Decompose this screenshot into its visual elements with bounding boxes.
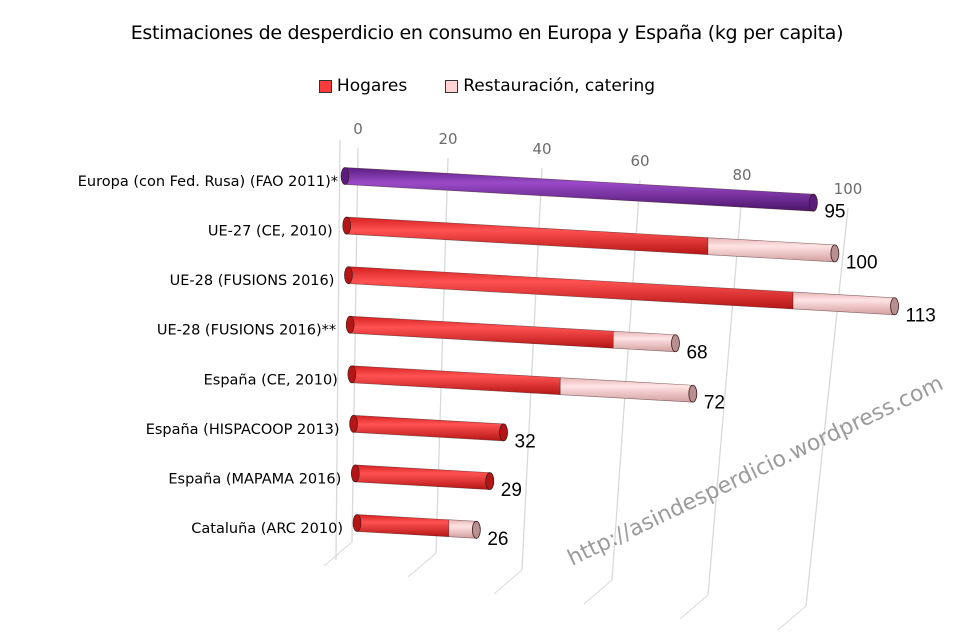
bar-end-cap [671, 334, 680, 353]
category-label: España (HISPACOOP 2013) [146, 422, 340, 438]
x-tick-label: 40 [532, 140, 551, 158]
category-label: UE-28 (FUSIONS 2016) [170, 273, 335, 289]
bar-segment-hogares [351, 365, 561, 395]
gridline-floor [679, 594, 709, 620]
data-label: 113 [906, 305, 936, 326]
bar-start-cap [344, 266, 353, 284]
bars [340, 167, 899, 539]
x-axis-ticks: 0 20 40 60 80 100 [353, 120, 862, 198]
bar-end-cap [471, 520, 481, 539]
legend-label-hogares: Hogares [336, 76, 408, 96]
axis-line [335, 139, 341, 561]
category-label: España (MAPAMA 2016) [168, 471, 341, 487]
bar-segment-hogares [349, 315, 614, 349]
chart-title: Estimaciones de desperdicio en consumo e… [130, 22, 844, 44]
category-label: UE-27 (CE, 2010) [208, 224, 333, 240]
bar-segment-hogares [353, 415, 504, 442]
legend: Hogares Restauración, catering [0, 76, 974, 96]
bar-start-cap [345, 315, 355, 334]
x-tick-label: 60 [630, 152, 649, 170]
category-label: Europa (con Fed. Rusa) (FAO 2011)* [78, 174, 338, 190]
category-label: UE-28 (FUSIONS 2016)** [157, 323, 336, 339]
bar-end-cap [688, 384, 698, 403]
x-tick-label: 100 [834, 180, 863, 198]
bar-end-cap [485, 472, 495, 490]
gridline-floor [323, 541, 353, 567]
gridline-floor [407, 552, 437, 578]
x-tick-label: 0 [353, 120, 363, 138]
data-label: 29 [501, 480, 522, 501]
bar-end-cap [499, 423, 508, 442]
gridline [351, 147, 359, 543]
bar-start-cap [350, 464, 360, 483]
gridline [805, 207, 849, 607]
bar-segment-restauraci-n-catering [792, 291, 895, 316]
legend-item-hogares: Hogares [318, 76, 408, 96]
legend-swatch-restauracion [445, 79, 459, 93]
x-tick-label: 80 [732, 166, 751, 184]
bar-start-cap [349, 415, 358, 433]
legend-swatch-hogares [318, 79, 332, 93]
gridline-floor [583, 579, 613, 605]
data-label: 95 [824, 202, 845, 223]
bar-segment-restauraci-n-catering [707, 237, 836, 263]
data-labels: 95 100 113 68 72 32 29 26 [487, 202, 935, 550]
gridline [707, 193, 743, 596]
bar-segment-restauraci-n-catering [612, 330, 676, 353]
data-label: 72 [704, 393, 725, 414]
bar-segment-hogares [346, 216, 709, 255]
bar-end-cap [830, 244, 840, 263]
bar-start-cap [352, 514, 362, 532]
category-labels: Europa (con Fed. Rusa) (FAO 2011)* UE-27 … [78, 174, 343, 537]
data-label: 32 [515, 431, 536, 452]
bar-end-cap [808, 193, 818, 212]
data-label: 100 [846, 252, 878, 273]
gridline-floor [777, 605, 807, 631]
watermark: http://asindesperdicio.wordpress.com [564, 371, 947, 571]
category-label: España (CE, 2010) [204, 372, 338, 388]
gridlines [323, 139, 849, 631]
data-label: 68 [686, 342, 707, 363]
bar-segment-hogares [354, 464, 491, 490]
bar-start-cap [340, 167, 350, 185]
bar-start-cap [347, 365, 357, 384]
bar-end-cap [890, 297, 899, 316]
bar-segment-hogares [356, 514, 450, 538]
bar-segment-hogares [348, 266, 794, 310]
gridline-floor [493, 569, 523, 595]
category-label: Cataluña (ARC 2010) [191, 521, 343, 537]
bar-start-cap [342, 216, 352, 235]
data-label: 26 [487, 529, 508, 550]
gridline [435, 157, 449, 554]
legend-label-restauracion: Restauración, catering [463, 76, 656, 96]
bar-segment-restauraci-n-catering [559, 377, 694, 403]
legend-item-restauracion: Restauración, catering [445, 76, 655, 96]
x-tick-label: 20 [438, 130, 457, 148]
